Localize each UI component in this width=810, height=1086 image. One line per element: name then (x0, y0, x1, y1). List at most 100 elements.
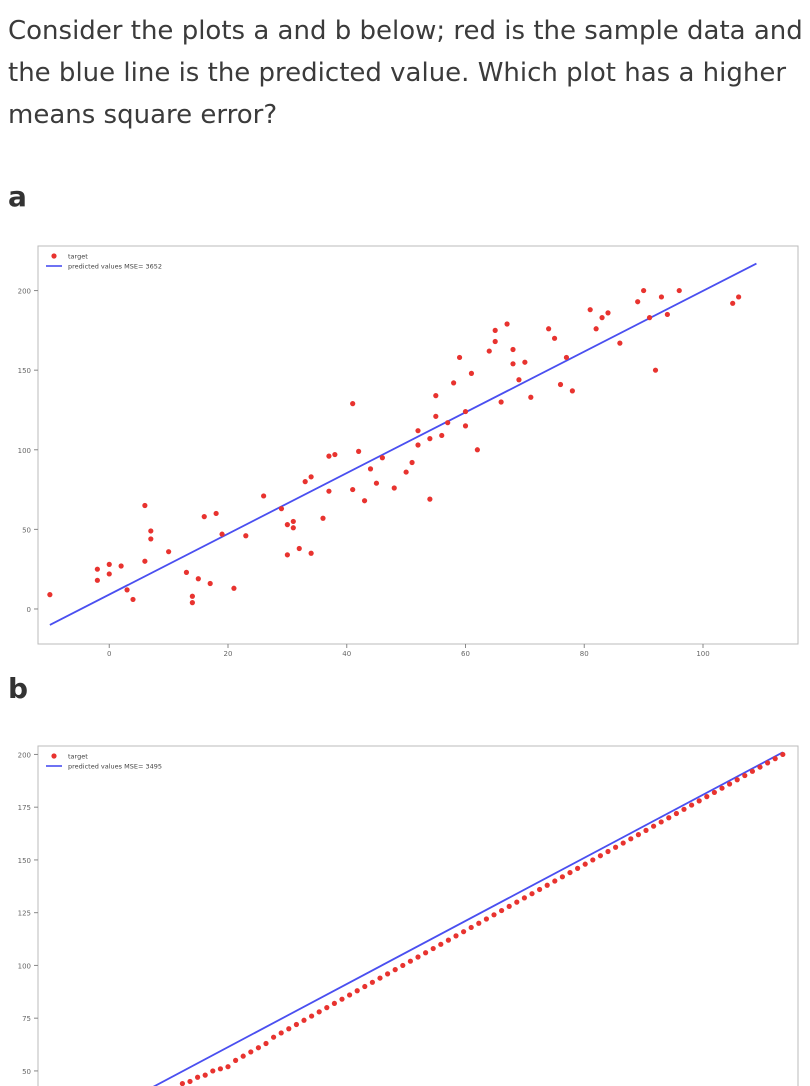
target-point (765, 760, 771, 766)
target-point (142, 558, 148, 564)
target-point (350, 486, 356, 493)
target-point (189, 593, 195, 599)
target-point (284, 522, 290, 528)
target-point (552, 878, 558, 884)
target-point (559, 874, 566, 880)
target-point (433, 393, 439, 399)
target-point (347, 992, 353, 998)
y-tick-label: 50 (22, 1068, 31, 1076)
target-point (142, 502, 148, 509)
target-point (385, 971, 391, 977)
target-point (522, 359, 528, 365)
target-point (557, 381, 564, 388)
target-point (309, 1013, 315, 1019)
target-point (569, 388, 575, 394)
target-point (582, 861, 588, 867)
target-point (354, 988, 360, 994)
target-point (780, 751, 786, 758)
target-point (231, 585, 237, 591)
target-point (620, 840, 626, 846)
target-point (567, 869, 573, 876)
target-point (742, 772, 748, 779)
target-point (415, 428, 421, 434)
target-point (643, 827, 649, 833)
x-tick-label: 0 (107, 650, 111, 658)
target-point (367, 466, 374, 472)
target-point (106, 561, 112, 567)
scatter-plot-a: 0 50 100 150 200 0 20 40 60 80 100 target predicted … (18, 245, 799, 658)
target-point (243, 533, 249, 539)
target-point (628, 836, 634, 842)
target-point (544, 882, 550, 888)
target-point (551, 335, 558, 341)
target-point (491, 912, 497, 918)
target-point (445, 420, 451, 426)
target-point (331, 1000, 337, 1007)
target-point (263, 1040, 269, 1047)
target-point (213, 510, 219, 517)
target-point (356, 448, 362, 454)
target-point (326, 488, 332, 494)
target-point (148, 536, 154, 542)
target-point (415, 954, 421, 960)
target-point (749, 768, 756, 774)
plot-b-label: b (8, 672, 29, 705)
target-point (546, 326, 552, 332)
target-point (617, 340, 623, 346)
target-point (757, 764, 763, 770)
target-point (504, 321, 510, 327)
target-point (217, 1066, 223, 1072)
target-point (290, 525, 296, 531)
target-point (528, 394, 534, 400)
target-point (379, 455, 385, 461)
target-point (391, 485, 397, 491)
target-point (210, 1068, 216, 1074)
target-point (308, 550, 314, 556)
target-point (510, 361, 516, 367)
target-point (696, 798, 702, 804)
target-point (727, 781, 733, 787)
target-point (324, 1005, 330, 1011)
target-point (377, 975, 383, 981)
target-point (506, 903, 512, 909)
target-point (225, 1064, 231, 1070)
target-point (47, 592, 53, 598)
target-point (271, 1034, 277, 1040)
target-point (575, 865, 581, 871)
target-point (284, 552, 290, 558)
target-point (403, 469, 409, 475)
target-point (326, 453, 332, 459)
target-point (704, 794, 710, 800)
target-point (195, 576, 201, 582)
target-point (187, 1078, 193, 1085)
target-point (320, 515, 326, 521)
target-point (468, 370, 475, 376)
target-point (392, 967, 398, 973)
target-point (537, 886, 543, 893)
target-point (207, 580, 213, 587)
target-point (302, 479, 308, 485)
target-point (599, 315, 605, 321)
target-point (361, 498, 368, 504)
target-point (124, 587, 130, 593)
target-point (445, 937, 451, 943)
target-point (427, 436, 433, 442)
target-point (462, 423, 469, 429)
target-point (711, 789, 718, 796)
target-point (261, 493, 267, 499)
target-point (286, 1026, 292, 1032)
x-tick-label: 20 (224, 650, 233, 658)
target-point (339, 996, 345, 1002)
target-point (673, 810, 680, 817)
x-tick-label: 40 (342, 650, 351, 658)
target-point (681, 806, 687, 812)
target-point (332, 451, 338, 458)
x-tick-label: 100 (696, 650, 709, 658)
legend-prediction-label: predicted values MSE= 3652 (68, 263, 162, 271)
y-tick-label: 0 (27, 606, 31, 614)
target-point (736, 294, 742, 300)
target-point (148, 528, 154, 534)
target-point (407, 958, 413, 964)
target-point (772, 756, 778, 762)
target-point (456, 354, 463, 361)
